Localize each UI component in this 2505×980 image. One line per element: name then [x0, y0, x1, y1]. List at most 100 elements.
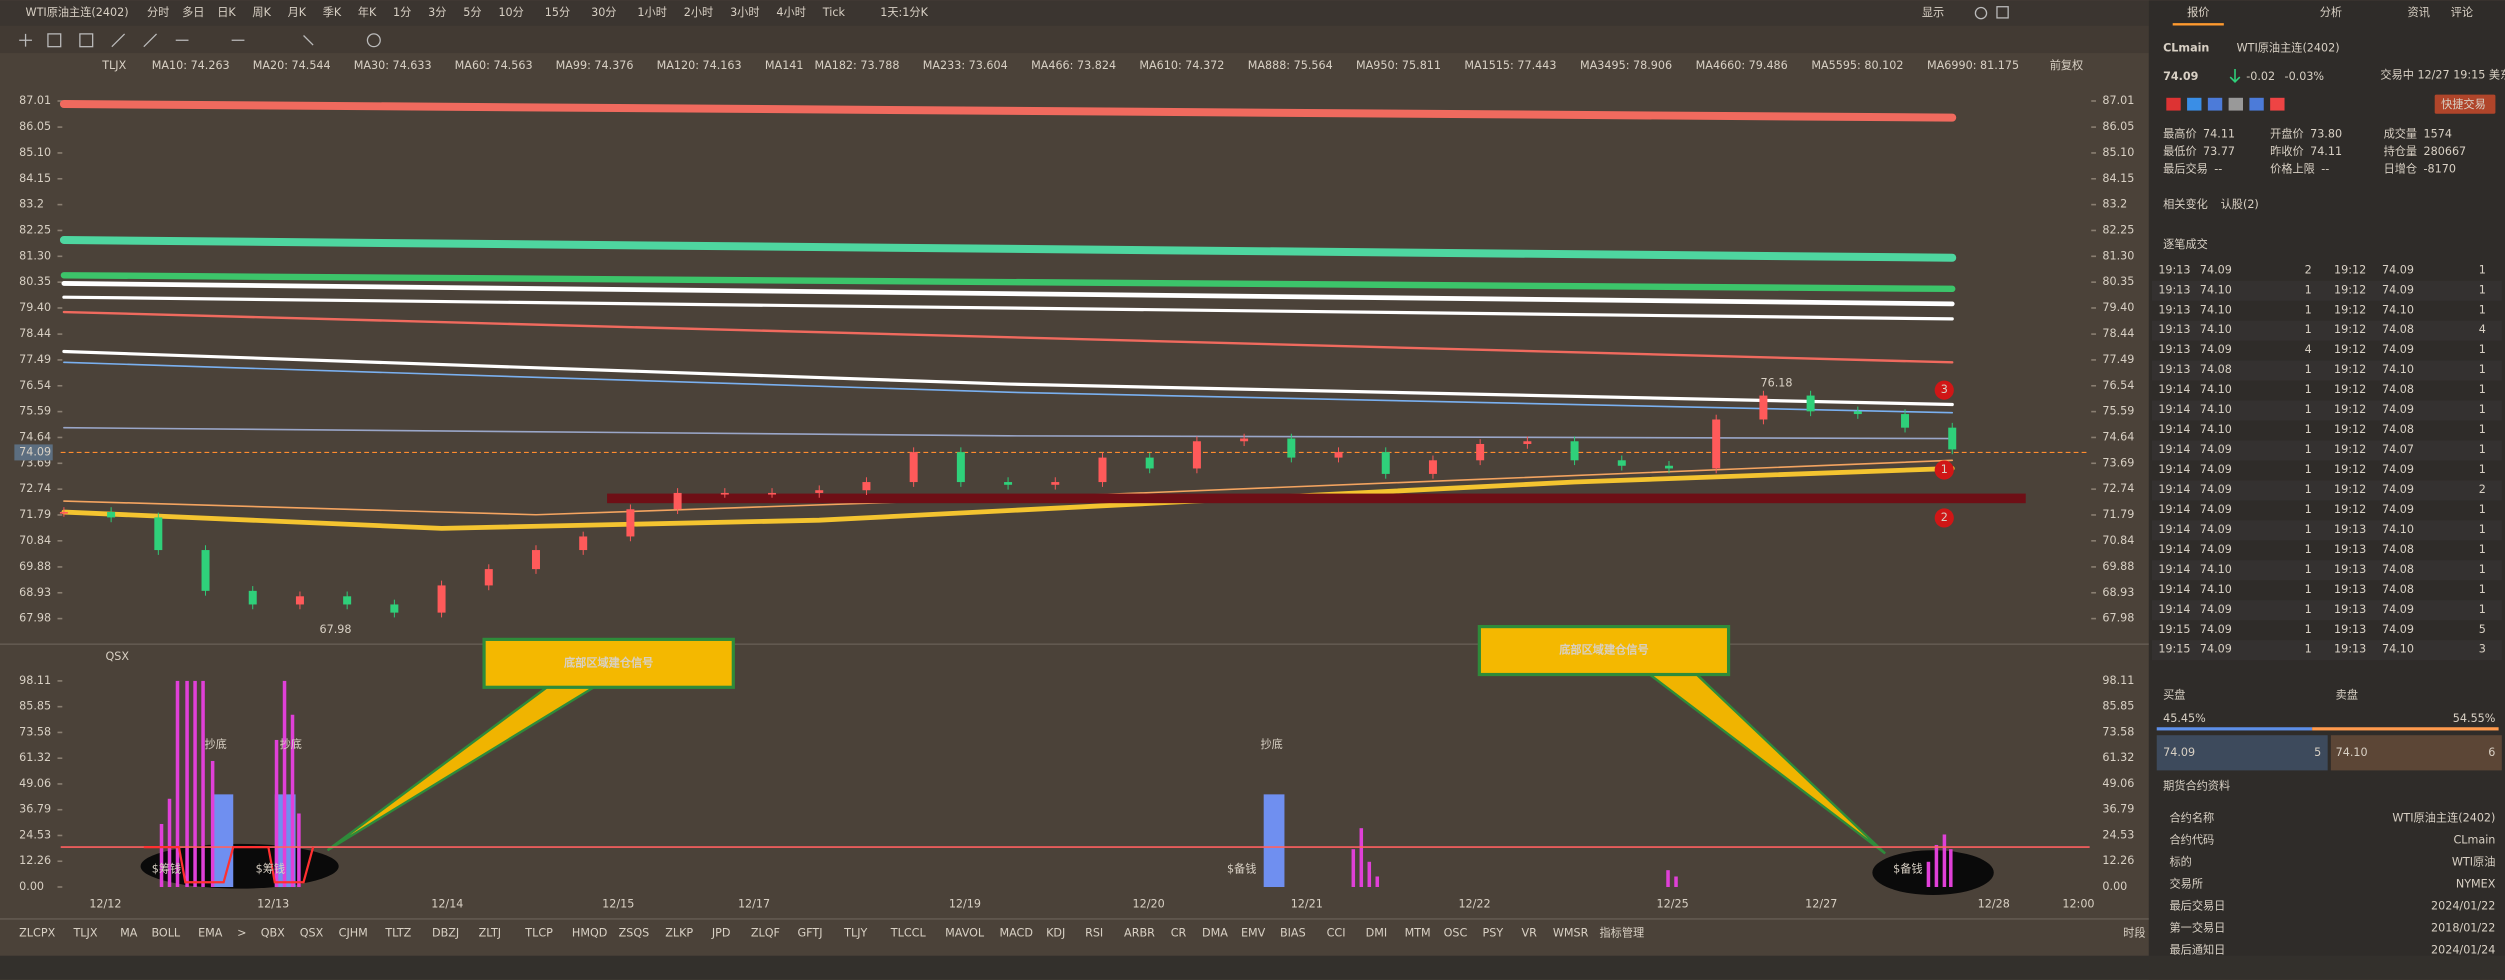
period-button[interactable]: 日K	[217, 6, 236, 19]
trade-price: 74.08	[2382, 563, 2414, 576]
moving-average	[62, 349, 1954, 407]
trade-volume: 1	[2305, 603, 2312, 616]
indicator-tab[interactable]: MA	[120, 926, 138, 939]
period-button[interactable]: 周K	[252, 6, 271, 19]
contract-value: 2024/01/24	[2431, 944, 2495, 957]
row-stripe	[2151, 440, 2502, 461]
indicator-tab[interactable]: GFTJ	[798, 926, 823, 939]
indicator-tab[interactable]: EMA	[198, 926, 223, 939]
indicator-tab[interactable]: 指标管理	[1599, 925, 1644, 939]
indicator-tab[interactable]: ARBR	[1124, 926, 1155, 939]
indicator-tab[interactable]: JPD	[711, 926, 731, 939]
period-button[interactable]: 季K	[323, 6, 342, 19]
indicator-tab[interactable]: MACD	[999, 926, 1032, 939]
period-button[interactable]: 1天:1分K	[880, 6, 928, 19]
panel-tab[interactable]: 资讯	[2408, 6, 2430, 19]
indicator-tab[interactable]: QSX	[300, 926, 324, 939]
indicator-tab[interactable]: ZLTJ	[479, 926, 501, 939]
period-button[interactable]: 2小时	[684, 6, 713, 19]
y-tick-label: 86.05	[19, 120, 51, 133]
indicator-tab[interactable]: ZSQS	[619, 926, 650, 939]
panel-tab[interactable]: 评论	[2451, 5, 2473, 19]
candle	[1004, 482, 1013, 485]
indicator-tab[interactable]: PSY	[1483, 926, 1504, 939]
indicator-tab[interactable]: HMQD	[572, 926, 607, 939]
session-button[interactable]: 时段	[2123, 925, 2145, 939]
trade-volume: 1	[2305, 503, 2312, 516]
stat-label: 日增仓	[2384, 162, 2418, 176]
indicator-tab[interactable]: MAVOL	[945, 926, 985, 939]
indicator-tab[interactable]: TLTZ	[384, 926, 411, 939]
moving-average	[61, 281, 1955, 307]
trade-time: 19:14	[2158, 443, 2190, 456]
trade-volume: 1	[2305, 563, 2312, 576]
y-tick-label: 98.11	[19, 674, 51, 687]
high-label: 76.18	[1761, 377, 1793, 390]
indicator-tab[interactable]: TLCP	[524, 926, 553, 939]
trade-time: 19:12	[2334, 383, 2366, 396]
panel-tab[interactable]: 报价	[2187, 5, 2209, 19]
indicator-tab[interactable]: ZLKP	[665, 926, 693, 939]
period-button[interactable]: 5分	[463, 6, 481, 19]
period-button[interactable]: 多日	[182, 5, 204, 19]
trade-price: 74.09	[2200, 543, 2232, 556]
indicator-tab[interactable]: WMSR	[1553, 926, 1589, 939]
x-tick-label: 12/19	[949, 898, 981, 911]
period-button[interactable]: 10分	[498, 6, 523, 19]
y-tick-label: 67.98	[19, 612, 51, 625]
indicator-tab[interactable]: MTM	[1405, 926, 1431, 939]
indicator-tab[interactable]: TLCCL	[890, 926, 927, 939]
panel-tab[interactable]: 分析	[2320, 5, 2342, 19]
period-button[interactable]: 30分	[591, 6, 616, 19]
indicator-tab[interactable]: ZLQF	[751, 926, 780, 939]
period-button[interactable]: 1小时	[637, 6, 666, 19]
quick-trade-bg[interactable]	[2434, 94, 2496, 114]
indicator-tab[interactable]: BIAS	[1280, 926, 1306, 939]
trade-price: 74.10	[2200, 303, 2232, 316]
indicator-tab[interactable]: OSC	[1444, 926, 1468, 939]
candle	[626, 509, 635, 537]
period-button[interactable]: 月K	[288, 6, 307, 19]
indicator-tab[interactable]: CCI	[1327, 926, 1346, 939]
candle	[673, 492, 682, 510]
indicator-tab[interactable]: DBZJ	[432, 926, 459, 939]
signal-bar	[210, 760, 215, 887]
indicator-tab[interactable]: CR	[1171, 926, 1187, 939]
indicator-tab[interactable]: DMI	[1366, 926, 1388, 939]
indicator-tab[interactable]: VR	[1522, 926, 1538, 939]
indicator-tab[interactable]: TLJY	[843, 926, 867, 939]
period-button[interactable]: 1分	[393, 6, 411, 19]
trade-price: 74.09	[2200, 603, 2232, 616]
stat-value: --	[2214, 163, 2222, 176]
indicator-tab[interactable]: >	[237, 926, 246, 939]
y-tick-label: 83.2	[2102, 198, 2127, 211]
indicator-tab[interactable]: EMV	[1241, 926, 1266, 939]
trade-time: 19:13	[2334, 623, 2366, 636]
display-button[interactable]: 显示	[1922, 6, 1944, 19]
period-button[interactable]: 3分	[428, 6, 446, 19]
y-tick-label: 87.01	[2102, 94, 2134, 107]
indicator-tab[interactable]: KDJ	[1046, 926, 1065, 939]
indicator-tab[interactable]: QBX	[261, 926, 285, 939]
warrants[interactable]: 认股(2)	[2221, 198, 2259, 211]
trade-price: 74.08	[2382, 323, 2414, 336]
period-button[interactable]: 15分	[545, 6, 570, 19]
indicator-tab[interactable]: RSI	[1085, 926, 1103, 939]
quick-trade[interactable]: 快捷交易	[2441, 97, 2486, 111]
indicator-tab[interactable]: CJHM	[339, 926, 368, 939]
period-button[interactable]: 年K	[358, 5, 377, 19]
indicator-tab[interactable]: BOLL	[151, 926, 180, 939]
moving-average	[59, 235, 1957, 262]
indicator-tab[interactable]: TLJX	[72, 926, 97, 939]
indicator-tab[interactable]: DMA	[1202, 926, 1228, 939]
trade-price: 74.09	[2200, 343, 2232, 356]
stat-value: --	[2321, 163, 2329, 176]
period-button[interactable]: 3小时	[730, 6, 759, 19]
period-button[interactable]: 分时	[147, 6, 169, 19]
period-button[interactable]: 4小时	[776, 6, 805, 19]
period-button[interactable]: Tick	[822, 6, 846, 19]
candle	[1523, 441, 1532, 444]
indicator-tab[interactable]: ZLCPX	[19, 926, 55, 939]
trade-time: 19:14	[2158, 523, 2190, 536]
trade-volume: 5	[2479, 623, 2486, 636]
